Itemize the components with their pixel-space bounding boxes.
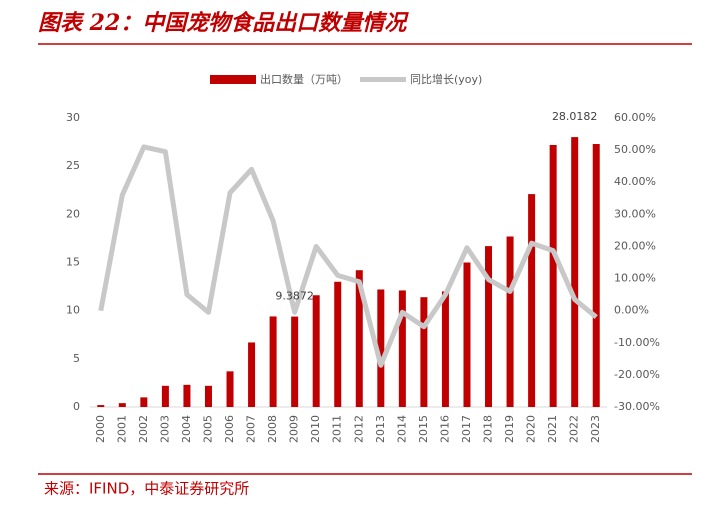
bar <box>269 316 277 407</box>
y-tick-label: 25 <box>66 159 80 172</box>
bar <box>485 246 493 407</box>
y2-tick-label: 60.00% <box>614 111 656 124</box>
y-tick-label: 20 <box>66 207 80 220</box>
x-tick-label: 2023 <box>589 415 602 443</box>
y2-tick-label: 30.00% <box>614 207 656 220</box>
data-label: 9.3872 <box>275 290 314 303</box>
x-tick-label: 2002 <box>137 415 150 443</box>
line <box>98 144 598 368</box>
y-tick-label: 5 <box>73 352 80 365</box>
bar <box>226 371 234 407</box>
bar <box>97 405 105 407</box>
bar <box>204 385 212 407</box>
x-tick-label: 2018 <box>482 415 495 443</box>
bar <box>140 397 148 407</box>
bar <box>528 194 536 407</box>
y2-tick-label: 0.00% <box>614 304 649 317</box>
x-tick-label: 2010 <box>309 415 322 443</box>
source: 来源：IFIND，中泰证券研究所 <box>44 480 249 498</box>
x-tick-label: 2021 <box>546 415 559 443</box>
x-tick-label: 2000 <box>94 415 107 443</box>
y-tick-label: 15 <box>66 256 80 269</box>
x-tick-label: 2001 <box>115 415 128 443</box>
x-tick-label: 2019 <box>503 415 516 443</box>
x-tick-label: 2014 <box>395 415 408 443</box>
bar <box>118 403 126 407</box>
bar <box>334 281 342 407</box>
bar <box>398 290 406 407</box>
y2-tick-label: -20.00% <box>614 368 660 381</box>
x-tick-label: 2008 <box>266 415 279 443</box>
bar <box>248 342 256 407</box>
bar <box>571 137 579 407</box>
y2-tick-label: 50.00% <box>614 143 656 156</box>
legend-swatch <box>210 75 256 84</box>
x-tick-label: 2013 <box>374 415 387 443</box>
x-tick-label: 2007 <box>245 415 258 443</box>
x-tick-label: 2003 <box>158 415 171 443</box>
y2-tick-label: 10.00% <box>614 272 656 285</box>
x-tick-label: 2016 <box>438 415 451 443</box>
x-tick-label: 2006 <box>223 415 236 443</box>
y2-tick-label: 20.00% <box>614 239 656 252</box>
bar <box>506 236 514 407</box>
bar <box>312 295 320 407</box>
y-tick-label: 0 <box>73 400 80 413</box>
x-tick-label: 2011 <box>331 415 344 443</box>
chart-title: 图表 22：中国宠物食品出口数量情况 <box>38 10 409 36</box>
x-tick-label: 2005 <box>201 415 214 443</box>
bar <box>420 297 428 407</box>
y2-tick-label: 40.00% <box>614 175 656 188</box>
bar <box>355 270 363 407</box>
bar <box>377 289 385 407</box>
bar <box>291 316 299 407</box>
x-tick-label: 2004 <box>180 415 193 443</box>
x-tick-label: 2015 <box>417 415 430 443</box>
x-tick-label: 2012 <box>352 415 365 443</box>
bar <box>161 385 169 407</box>
x-tick-label: 2022 <box>568 415 581 443</box>
y2-tick-label: -30.00% <box>614 400 660 413</box>
y-tick-label: 30 <box>66 111 80 124</box>
legend-label: 出口数量（万吨） <box>260 72 348 86</box>
legend-label: 同比增长(yoy) <box>410 72 482 86</box>
x-tick-label: 2020 <box>525 415 538 443</box>
bar <box>592 144 600 407</box>
x-tick-label: 2009 <box>288 415 301 443</box>
bar <box>183 384 191 407</box>
bar <box>441 291 449 407</box>
y2-tick-label: -10.00% <box>614 336 660 349</box>
bar <box>463 262 471 407</box>
bar <box>549 144 557 407</box>
data-label: 28.0182 <box>552 110 598 123</box>
y-tick-label: 10 <box>66 304 80 317</box>
x-tick-label: 2017 <box>460 415 473 443</box>
